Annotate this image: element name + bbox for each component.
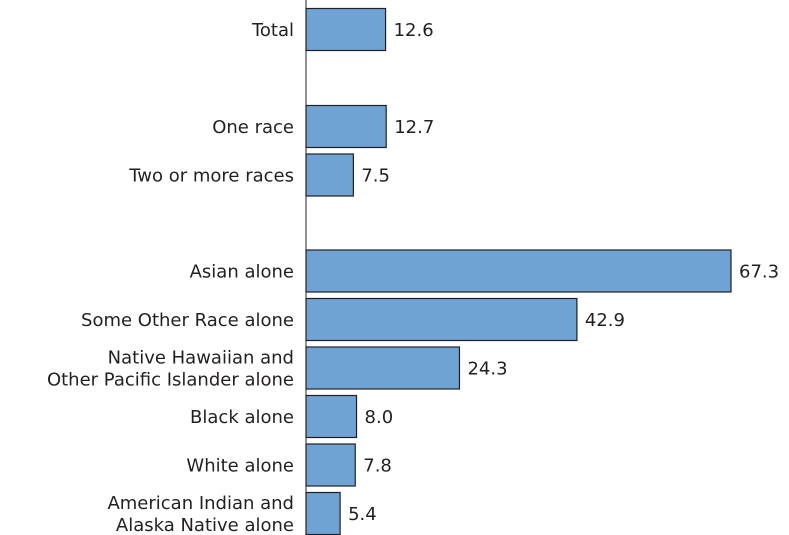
value-label-4: 42.9: [585, 310, 625, 331]
category-label-8-line-0: American Indian and: [107, 493, 294, 514]
category-label-1: One race: [212, 117, 294, 138]
value-label-5: 24.3: [467, 359, 507, 380]
category-label-3: Asian alone: [190, 262, 294, 283]
bar-4: [305, 297, 578, 342]
bars-group: [305, 7, 732, 535]
value-label-1: 12.7: [394, 117, 434, 138]
category-label-7: White alone: [186, 456, 294, 477]
category-label-8-line-1: Alaska Native alone: [116, 515, 294, 535]
category-label-5-line-1: Other Pacific Islander alone: [47, 370, 294, 391]
category-labels-group: Total One race Two or more races Asian alon…: [47, 20, 294, 535]
bar-6: [305, 394, 358, 439]
category-label-4: Some Other Race alone: [81, 310, 294, 331]
value-label-7: 7.8: [363, 456, 392, 477]
category-label-0: Total: [251, 20, 294, 41]
bar-5: [305, 346, 461, 390]
bar-8: [305, 491, 341, 535]
value-labels-group: 12.6 12.7 7.5 67.3 42.9 24.3 8.0 7.8 5.4: [348, 20, 779, 525]
bar-0: [305, 7, 387, 52]
value-label-3: 67.3: [739, 262, 779, 283]
value-label-6: 8.0: [365, 407, 394, 428]
value-label-0: 12.6: [394, 20, 434, 41]
value-label-2: 7.5: [361, 166, 390, 187]
value-label-8: 5.4: [348, 504, 377, 525]
category-label-2: Two or more races: [128, 166, 294, 187]
bar-1: [305, 104, 387, 149]
bar-3: [305, 249, 732, 293]
bar-2: [305, 153, 354, 197]
category-label-5-line-0: Native Hawaiian and: [108, 348, 294, 369]
category-label-6: Black alone: [190, 407, 294, 428]
bar-7: [305, 443, 356, 487]
